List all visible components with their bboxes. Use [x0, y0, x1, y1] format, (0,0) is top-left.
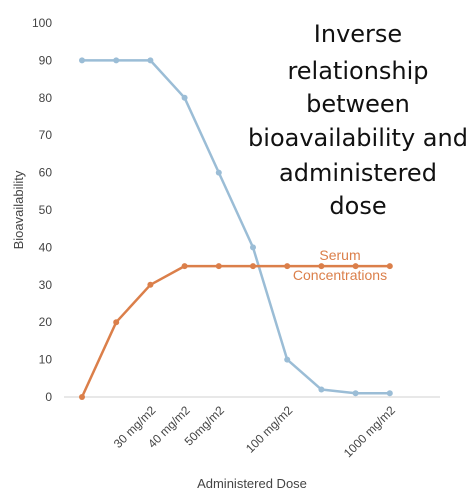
title-line: bioavailability and	[248, 124, 468, 152]
data-point-serum	[386, 263, 393, 270]
data-point-serum	[352, 263, 359, 270]
data-point-bioavailability	[215, 169, 222, 176]
data-point-serum	[147, 281, 154, 288]
y-tick-label: 60	[39, 166, 53, 180]
y-axis-label: Bioavailability	[11, 170, 26, 249]
serum-series-label: Serum Concentrations	[293, 247, 387, 283]
y-tick-label: 70	[39, 128, 53, 142]
series-layer	[79, 57, 393, 400]
data-point-bioavailability	[181, 94, 188, 101]
data-point-serum	[181, 263, 188, 270]
data-point-serum	[284, 263, 291, 270]
y-tick-label: 30	[39, 278, 53, 292]
series-label-line: Concentrations	[293, 267, 387, 283]
y-tick-label: 20	[39, 315, 53, 329]
y-tick-label: 10	[39, 353, 53, 367]
data-point-serum	[250, 263, 256, 270]
y-tick-label: 40	[39, 240, 53, 254]
data-point-bioavailability	[113, 57, 120, 64]
title-line: Inverse	[314, 20, 402, 48]
data-point-bioavailability	[79, 57, 85, 64]
data-point-serum	[318, 263, 325, 270]
y-tick-label: 0	[45, 390, 52, 404]
y-axis-ticks: 0 10 20 30 40 50 60 70 80 90 100	[32, 16, 52, 404]
data-point-bioavailability	[147, 57, 154, 64]
series-label-line: Serum	[319, 247, 360, 263]
y-tick-label: 100	[32, 16, 52, 30]
chart-title: Inverse relationship between bioavailabi…	[248, 20, 468, 220]
x-tick-label: 1000 mg/m2	[341, 403, 398, 460]
title-line: dose	[329, 192, 386, 220]
data-point-bioavailability	[386, 390, 393, 397]
data-point-bioavailability	[318, 386, 325, 393]
y-tick-label: 50	[39, 203, 53, 217]
title-line: administered	[279, 159, 437, 187]
title-line: relationship	[287, 57, 428, 85]
data-point-serum	[79, 394, 85, 400]
data-point-bioavailability	[352, 390, 359, 397]
data-point-serum	[215, 263, 222, 270]
data-point-serum	[113, 319, 120, 326]
y-tick-label: 90	[39, 53, 53, 67]
series-line-serum	[80, 264, 390, 398]
data-point-bioavailability	[284, 356, 291, 363]
y-tick-label: 80	[39, 91, 53, 105]
x-axis-label: Administered Dose	[197, 476, 307, 491]
data-point-bioavailability	[250, 244, 256, 251]
x-tick-label: 100 mg/m2	[243, 403, 296, 456]
title-line: between	[306, 90, 410, 118]
series-line-bioavailability	[82, 59, 390, 395]
